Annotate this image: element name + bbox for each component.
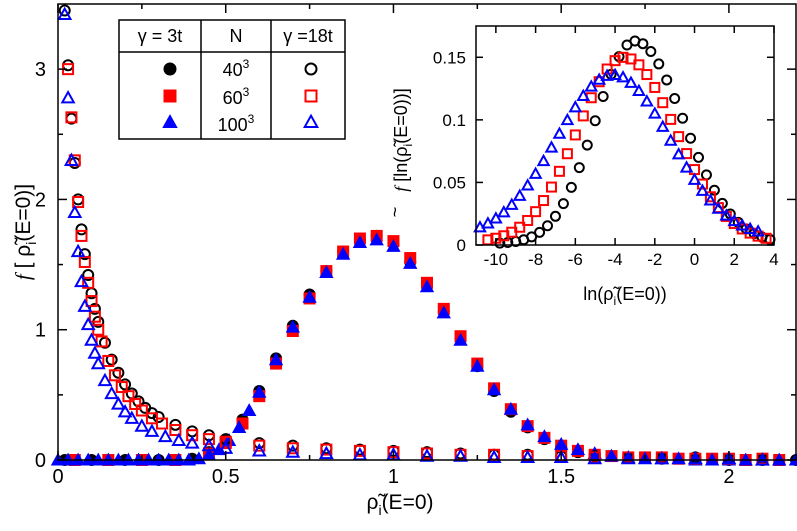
main-x-tick-label: 0.5 <box>212 466 240 488</box>
legend-table: γ = 3t N γ =18t 403 603 1003 <box>119 20 345 139</box>
main-x-axis-label: ρ̃i(E=0) <box>366 491 433 518</box>
legend-header-n: N <box>230 26 243 46</box>
main-x-tick-label: 1.5 <box>547 466 575 488</box>
inset-y-tick-label: 0.15 <box>433 48 466 67</box>
main-x-tick-label: 0 <box>52 466 63 488</box>
inset-y-tick-label: 0.1 <box>442 111 466 130</box>
inset-x-tick-label: -8 <box>528 250 543 269</box>
main-y-tick-label: 3 <box>35 59 46 81</box>
main-y-tick-label: 1 <box>35 320 46 342</box>
inset-plot: -10 -8 -6 -4 -2 0 2 4 0 0.05 0.1 0.15 <box>433 26 779 269</box>
inset-x-tick-label: 2 <box>730 250 739 269</box>
inset-x-tick-label: -2 <box>647 250 662 269</box>
main-y-axis-label: f [ ρ̃i(E=0)] <box>11 184 39 280</box>
inset-x-tick-label: 0 <box>690 250 699 269</box>
main-x-tick-label: 1 <box>388 466 399 488</box>
legend-header-gamma-18t: γ =18t <box>283 26 333 46</box>
inset-y-tick-label: 0 <box>457 236 466 255</box>
inset-x-tick-label: 4 <box>769 250 778 269</box>
legend-header-gamma-3t: γ = 3t <box>138 26 183 46</box>
main-x-tick-label: 2 <box>723 466 734 488</box>
main-y-tick-label: 0 <box>35 450 46 472</box>
inset-x-tick-label: -4 <box>608 250 623 269</box>
inset-y-tick-label: 0.05 <box>433 173 466 192</box>
legend-filled-square <box>164 90 176 102</box>
legend-filled-circle <box>164 63 176 75</box>
inset-x-tick-label: -6 <box>568 250 583 269</box>
main-y-tick-label: 2 <box>35 189 46 211</box>
inset-x-tick-label: -10 <box>484 250 509 269</box>
inset-y-axis-label-tilde: ~ <box>385 207 405 218</box>
